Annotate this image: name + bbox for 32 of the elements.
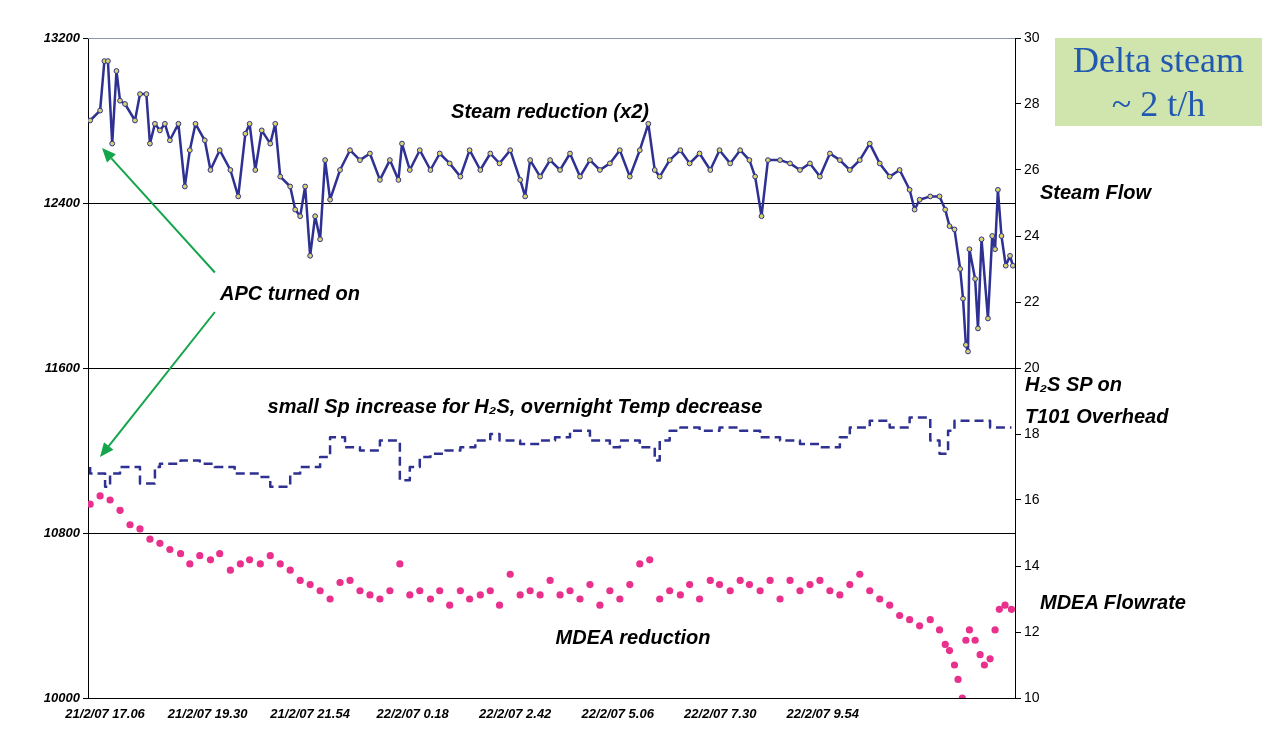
text: Delta steam ~ 2 t/h bbox=[1055, 38, 1262, 126]
y2-tick-label: 12 bbox=[1024, 622, 1040, 639]
annotation: small Sp increase for H₂S, overnight Temp decrease bbox=[267, 394, 763, 417]
y2-tick-label: 18 bbox=[1024, 424, 1040, 441]
x-tick-label: 21/2/07 21.54 bbox=[269, 706, 351, 722]
x-tick-label: 22/2/07 7.30 bbox=[683, 706, 758, 722]
x-tick-label: 22/2/07 2.42 bbox=[478, 706, 553, 722]
y-tick-label: 12400 bbox=[43, 194, 81, 210]
y2-tick-label: 14 bbox=[1024, 556, 1040, 573]
y2-tick-label: 26 bbox=[1024, 160, 1040, 177]
series-label: H₂S SP on T101 Overhead bbox=[1025, 372, 1170, 427]
y2-tick-label: 22 bbox=[1024, 292, 1040, 309]
text: Steam Flow bbox=[1040, 180, 1153, 203]
y2-tick-label: 16 bbox=[1024, 490, 1040, 507]
x-tick-label: 22/2/07 9.54 bbox=[785, 706, 860, 722]
y2-tick-label: 24 bbox=[1024, 226, 1040, 243]
y-tick-label: 10000 bbox=[43, 689, 81, 705]
y-tick-label: 11600 bbox=[44, 359, 81, 375]
series-label: MDEA Flowrate bbox=[1040, 590, 1186, 613]
annotation: MDEA reduction bbox=[555, 625, 711, 648]
x-tick-label: 22/2/07 0.18 bbox=[375, 706, 450, 722]
annotation: APC turned on bbox=[219, 281, 360, 304]
y2-tick-label: 28 bbox=[1024, 94, 1040, 111]
x-tick-label: 22/2/07 5.06 bbox=[580, 706, 655, 722]
y-tick-label: 13200 bbox=[43, 29, 81, 45]
y2-tick-label: 10 bbox=[1024, 688, 1040, 705]
y2-tick-label: 30 bbox=[1024, 28, 1040, 45]
y2-tick-label: 20 bbox=[1024, 358, 1040, 375]
y-tick-label: 10800 bbox=[43, 524, 81, 540]
x-tick-label: 21/2/07 17.06 bbox=[64, 706, 146, 722]
x-tick-label: 21/2/07 19.30 bbox=[166, 706, 249, 722]
annotation: Steam reduction (x2) bbox=[451, 99, 650, 122]
